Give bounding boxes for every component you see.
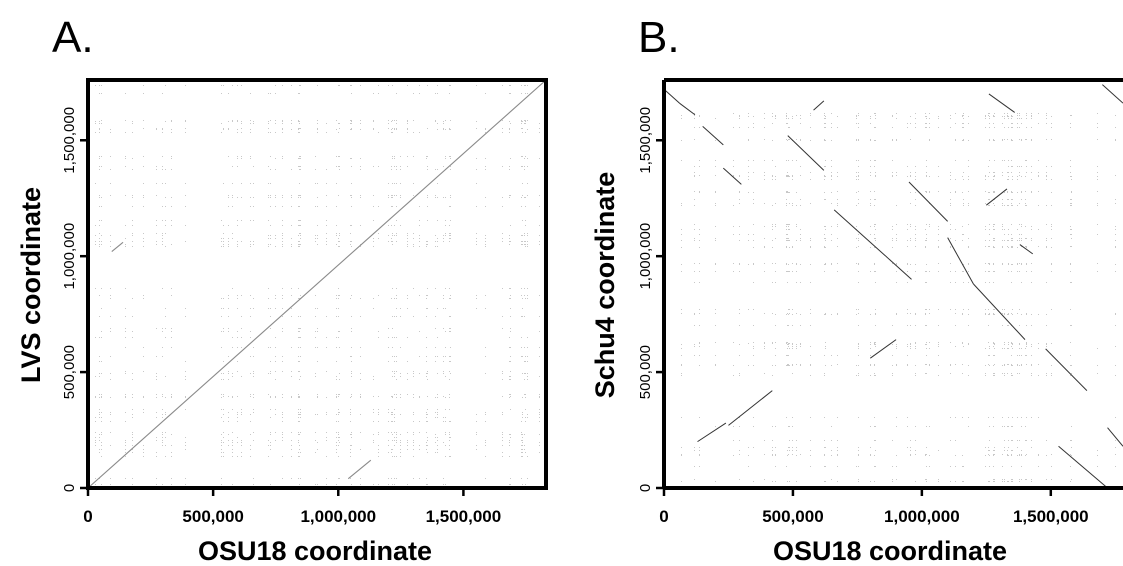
panel-a-marks (87, 79, 547, 489)
y-tick-label: 1,000,000 (61, 223, 78, 290)
x-tick-label: 500,000 (182, 507, 243, 526)
alignment-segment (87, 79, 547, 489)
alignment-segment (947, 237, 974, 285)
alignment-segment (885, 255, 912, 280)
alignment-segment (813, 100, 825, 111)
alignment-segment (1019, 244, 1034, 255)
alignment-segment (111, 241, 124, 252)
alignment-segment (702, 125, 724, 146)
panel-b-y-axis-label: Schu4 coordinate (590, 172, 620, 399)
panel-b-x-axis-label: OSU18 coordinate (773, 536, 1007, 566)
y-tick-label: 500,000 (637, 345, 654, 399)
alignment-segment (663, 88, 680, 104)
panel-b-background-dots (681, 113, 1116, 482)
panel-a-x-axis-label: OSU18 coordinate (198, 536, 432, 566)
panel-a: A. LVS coordinate OSU18 coordinate 0 500,… (16, 13, 548, 566)
panel-a-plot-frame (86, 78, 548, 490)
alignment-segment (787, 135, 825, 171)
panel-b-marks (663, 84, 1123, 489)
panel-a-y-axis-label: LVS coordinate (16, 187, 46, 383)
alignment-segment (870, 339, 897, 359)
x-tick-label: 0 (659, 507, 668, 526)
alignment-segment (1045, 348, 1088, 391)
alignment-segment (988, 93, 1015, 113)
alignment-segment (347, 459, 372, 480)
alignment-segment (833, 209, 887, 257)
x-tick-label: 1,500,000 (1013, 507, 1089, 526)
alignment-segment (722, 167, 742, 185)
y-tick-label: 0 (637, 484, 654, 492)
alignment-segment (908, 181, 949, 222)
background-dot-texture (681, 113, 1116, 482)
panel-a-letter: A. (52, 13, 94, 62)
alignment-segment (1058, 445, 1108, 489)
alignment-segment (1107, 427, 1123, 447)
x-tick-label: 1,500,000 (426, 507, 502, 526)
y-tick-label: 0 (61, 484, 78, 492)
y-tick-label: 1,000,000 (637, 223, 654, 290)
alignment-segment (697, 422, 727, 443)
y-tick-label: 1,500,000 (637, 107, 654, 174)
alignment-segment (973, 283, 1026, 340)
y-tick-label: 1,500,000 (61, 107, 78, 174)
panel-b-letter: B. (638, 13, 680, 62)
panel-b: B. Schu4 coordinate OSU18 coordinate 0 50… (590, 13, 1123, 566)
panel-b-ticks: 0 500,000 1,000,000 1,500,000 0 500,000 1,000,… (637, 107, 1089, 526)
panel-b-plot-frame (662, 78, 1123, 490)
alignment-segment (679, 102, 696, 116)
alignment-segment (1102, 84, 1123, 104)
x-tick-label: 500,000 (762, 507, 823, 526)
x-tick-label: 0 (83, 507, 92, 526)
alignment-segment (728, 390, 773, 426)
y-tick-label: 500,000 (61, 345, 78, 399)
panel-a-ticks: 0 500,000 1,000,000 1,500,000 0 500,000 1,000,… (61, 107, 501, 526)
alignment-segment (986, 188, 1008, 206)
x-tick-label: 1,000,000 (884, 507, 960, 526)
x-tick-label: 1,000,000 (300, 507, 376, 526)
